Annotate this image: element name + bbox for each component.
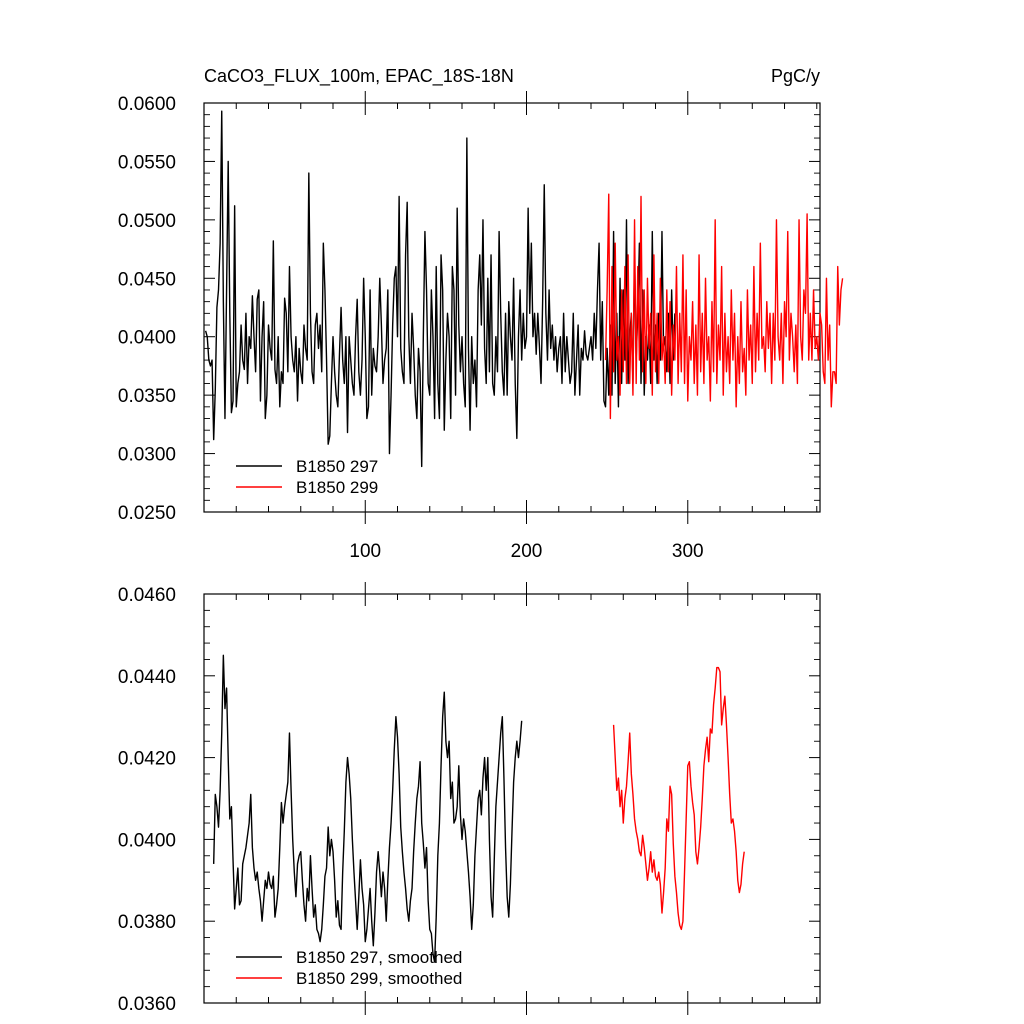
y-tick-label: 0.0420	[118, 749, 176, 770]
y-tick-label: 0.0400	[118, 328, 176, 349]
y-tick-label: 0.0300	[118, 445, 176, 466]
y-tick-label: 0.0400	[118, 830, 176, 851]
legend-label: B1850 299, smoothed	[296, 969, 462, 988]
series-line-b1850-299-smoothed	[612, 666, 745, 931]
x-tick-label: 300	[672, 541, 704, 562]
x-tick-label: 200	[511, 541, 543, 562]
y-tick-label: 0.0350	[118, 386, 176, 407]
x-tick-label: 100	[349, 541, 381, 562]
y-tick-label: 0.0440	[118, 667, 176, 688]
chart-units: PgC/y	[771, 66, 820, 86]
series-line-b1850-299	[604, 193, 844, 420]
legend-label: B1850 297	[296, 457, 378, 476]
y-tick-label: 0.0360	[118, 994, 176, 1015]
y-tick-label: 0.0600	[118, 94, 176, 115]
y-tick-label: 0.0250	[118, 503, 176, 524]
y-tick-label: 0.0450	[118, 269, 176, 290]
series-line-b1850-297-smoothed	[212, 654, 523, 963]
panel-smoothed: 0.0360 0.0380 0.0400 0.0420 0.0440 0.0460 B185…	[118, 582, 821, 1015]
y-tick-label: 0.0550	[118, 152, 176, 173]
y-tick-label: 0.0500	[118, 211, 176, 232]
legend-label: B1850 299	[296, 478, 378, 497]
plot-frame	[203, 593, 821, 1004]
panel-raw: 0.0250 0.0300 0.0350 0.0400 0.0450 0.0500 0.05…	[118, 91, 844, 562]
chart-title: CaCO3_FLUX_100m, EPAC_18S-18N	[204, 66, 514, 87]
y-tick-label: 0.0380	[118, 912, 176, 933]
plot-frame	[203, 102, 821, 513]
series-line-b1850-297	[204, 110, 676, 468]
legend-label: B1850 297, smoothed	[296, 948, 462, 967]
y-tick-label: 0.0460	[118, 585, 176, 606]
